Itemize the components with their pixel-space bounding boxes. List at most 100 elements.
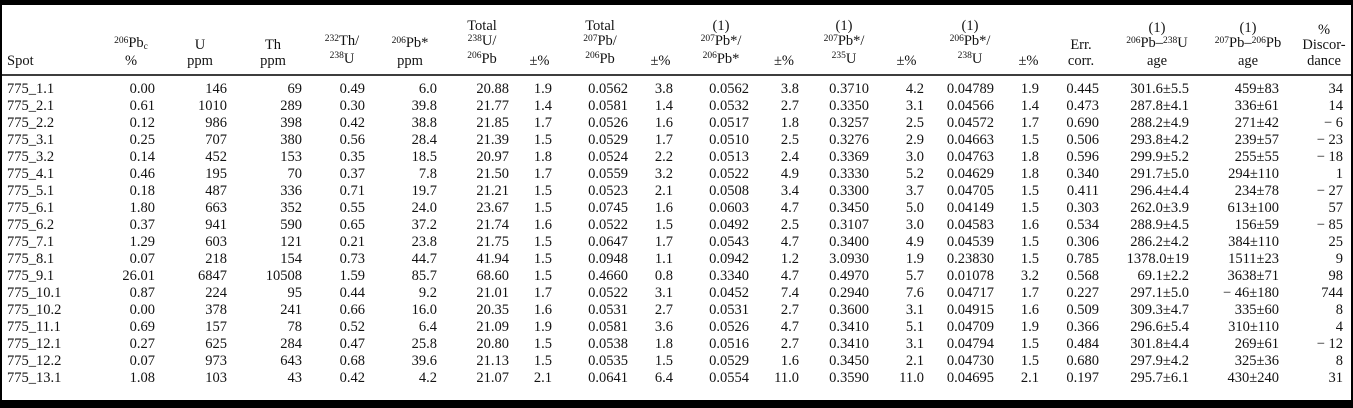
table-row: 775_10.2 0.00 378 241 0.66 16.0 20.35 1.6 0.0531… [2, 302, 1351, 319]
cell-age-pb206-u238: 293.8±4.2 [1130, 132, 1189, 148]
cell-age-pb206-u238: 296.6±5.4 [1130, 319, 1189, 335]
cell-pb207s-u235: 0.3450 [829, 353, 869, 369]
header-text: Th [264, 37, 282, 53]
cell-total-pb207-pb206: 0.0531 [588, 302, 628, 318]
cell-age-pb206-u238: 288.9±4.5 [1130, 217, 1189, 233]
cell-total-u238-pb206: 21.01 [476, 285, 509, 301]
header-text: (1) [712, 17, 730, 34]
cell-discordance: 8 [1335, 302, 1343, 318]
cell-err-corr: 0.509 [1066, 302, 1099, 318]
cell-th-ppm: 398 [280, 115, 302, 131]
cell-u-ppm: 941 [205, 217, 227, 233]
cell-pb207s-pb206s: 0.0522 [709, 166, 749, 182]
header-line: ±% [879, 53, 934, 70]
header-superscript: 238 [329, 51, 344, 61]
header-text: (1) [1239, 19, 1257, 36]
cell-th-ppm: 78 [287, 319, 303, 335]
cell-th232-u238: 0.65 [339, 217, 365, 233]
cell-pm-pb207s-pb206s: 2.5 [780, 132, 799, 148]
cell-age-pb207-pb206: 269±61 [1234, 336, 1279, 352]
cell-pb206s-u238: 0.04572 [946, 115, 994, 131]
cell-th-ppm: 241 [280, 302, 302, 318]
header-superscript: 206 [391, 35, 406, 46]
cell-pm-pb207s-pb206s: 1.6 [780, 353, 799, 369]
header-line: ±% [638, 53, 683, 70]
cell-th232-u238: 1.59 [339, 268, 365, 284]
header-line: 206Pb* [373, 35, 447, 54]
cell-pb206-star-ppm: 37.2 [411, 217, 437, 233]
cell-pm-total-pb207-pb206: 2.2 [654, 149, 673, 165]
cell-pm-pb207s-u235: 3.0 [905, 217, 924, 233]
cell-u-ppm: 6847 [198, 268, 227, 284]
header-line: 206Pb–238U [1111, 35, 1203, 54]
cell-pb206c-pct: 0.12 [129, 115, 155, 131]
cell-discordance: − 23 [1316, 132, 1343, 148]
table-row: 775_11.1 0.69 157 78 0.52 6.4 21.09 1.9 0.0581 3.… [2, 319, 1351, 336]
cell-u-ppm: 103 [205, 370, 227, 386]
cell-err-corr: 0.534 [1066, 217, 1099, 233]
cell-pm-pb207s-pb206s: 3.4 [780, 183, 799, 199]
cell-pm-pb207s-pb206s: 4.9 [780, 166, 799, 182]
cell-pm-pb207s-pb206s: 7.4 [780, 285, 799, 301]
cell-pm-total-u238-pb206: 1.7 [533, 115, 552, 131]
cell-spot: 775_3.2 [7, 149, 55, 165]
cell-age-pb206-u238: 288.2±4.9 [1130, 115, 1189, 131]
cell-pm-pb207s-u235: 2.1 [905, 353, 924, 369]
header-text: ±% [529, 52, 550, 69]
cell-pb206s-u238: 0.23830 [946, 251, 994, 267]
header-line: 232Th/ [311, 33, 373, 52]
header-text: corr. [1067, 52, 1095, 69]
cell-total-pb207-pb206: 0.0524 [588, 149, 628, 165]
table-row: 775_2.2 0.12 986 398 0.42 38.8 21.85 1.7 0.0526 1… [2, 115, 1351, 132]
table-row: 775_8.1 0.07 218 154 0.73 44.7 41.94 1.5 0.0948 1… [2, 251, 1351, 268]
cell-pb206s-u238: 0.04695 [946, 370, 994, 386]
cell-total-pb207-pb206: 0.0641 [588, 370, 628, 386]
cell-pm-pb207s-pb206s: 11.0 [774, 370, 799, 386]
cell-spot: 775_7.1 [7, 234, 55, 250]
cell-pm-pb207s-u235: 3.1 [905, 336, 924, 352]
cell-th-ppm: 69 [287, 81, 303, 97]
cell-u-ppm: 707 [205, 132, 227, 148]
table-row: 775_13.1 1.08 103 43 0.42 4.2 21.07 2.1 0.0641 6.… [2, 370, 1351, 387]
cell-pb206-star-ppm: 44.7 [411, 251, 437, 267]
cell-pm-total-pb207-pb206: 3.6 [654, 319, 673, 335]
column-header-pm-pb207s-pb206s: ±% [759, 5, 809, 76]
header-line: % [97, 53, 165, 70]
cell-age-pb207-pb206: 430±240 [1227, 370, 1279, 386]
cell-pm-total-pb207-pb206: 6.4 [654, 370, 673, 386]
cell-pm-total-pb207-pb206: 1.1 [654, 251, 673, 267]
cell-discordance: 57 [1328, 200, 1344, 216]
cell-pm-total-u238-pb206: 1.5 [533, 200, 552, 216]
cell-pm-total-u238-pb206: 2.1 [533, 370, 552, 386]
cell-u-ppm: 378 [205, 302, 227, 318]
cell-u-ppm: 973 [205, 353, 227, 369]
header-superscript: 207 [823, 33, 838, 44]
cell-spot: 775_6.1 [7, 200, 55, 216]
cell-pb206s-u238: 0.04763 [946, 149, 994, 165]
header-text: Total [585, 17, 615, 34]
cell-u-ppm: 218 [205, 251, 227, 267]
cell-spot: 775_10.1 [7, 285, 62, 301]
table-row: 775_4.1 0.46 195 70 0.37 7.8 21.50 1.7 0.0559 3.2… [2, 166, 1351, 183]
cell-th232-u238: 0.52 [339, 319, 365, 335]
cell-pb206c-pct: 0.00 [129, 302, 155, 318]
header-line: (1) [809, 18, 879, 35]
header-line: 238U [311, 51, 373, 70]
cell-pm-pb206s-u238: 1.7 [1020, 285, 1039, 301]
cell-pb207s-u235: 0.3600 [829, 302, 869, 318]
cell-pm-pb206s-u238: 1.6 [1020, 302, 1039, 318]
cell-discordance: 14 [1328, 98, 1344, 114]
cell-err-corr: 0.506 [1066, 132, 1099, 148]
header-text: Pb* [716, 50, 740, 67]
cell-pb206-star-ppm: 6.4 [418, 319, 437, 335]
cell-age-pb207-pb206: 336±61 [1234, 98, 1279, 114]
cell-total-u238-pb206: 21.13 [476, 353, 509, 369]
cell-pm-pb206s-u238: 2.1 [1020, 370, 1039, 386]
cell-pb207s-pb206s: 0.3340 [709, 268, 749, 284]
cell-pm-pb207s-pb206s: 4.7 [780, 268, 799, 284]
header-line: 238U [934, 51, 1006, 70]
cell-age-pb207-pb206: 1511±23 [1228, 251, 1279, 267]
cell-age-pb206-u238: 299.9±5.2 [1130, 149, 1189, 165]
cell-total-u238-pb206: 21.74 [476, 217, 509, 233]
